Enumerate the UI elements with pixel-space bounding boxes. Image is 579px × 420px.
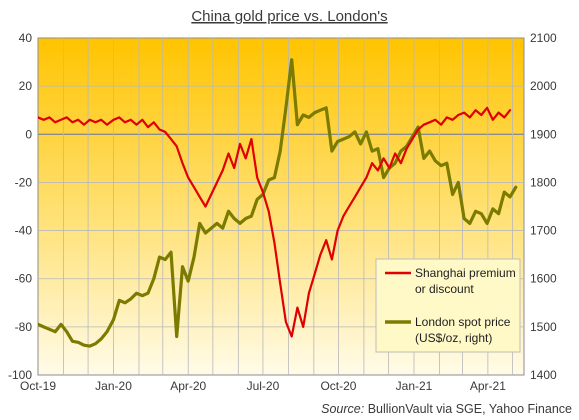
x-tick-label: Apr-21 <box>470 379 506 393</box>
source-value: BullionVault via SGE, Yahoo Finance <box>368 402 572 416</box>
source-note: Source: BullionVault via SGE, Yahoo Fina… <box>321 402 572 416</box>
legend-label-shanghai-line1: Shanghai premium <box>415 266 516 280</box>
x-axis-ticks: Oct-19 Jan-20 Apr-20 Jul-20 Oct-20 Jan-21 Apr-… <box>20 379 506 393</box>
x-tick-label: Oct-19 <box>20 379 56 393</box>
chart-title: China gold price vs. London's <box>191 8 387 25</box>
source-label: Source: <box>321 402 364 416</box>
series <box>38 58 518 348</box>
legend-label-london-line1: London spot price <box>415 315 511 329</box>
y-right-tick-label: 1900 <box>530 127 557 141</box>
y-left-tick-label: -100 <box>8 368 32 382</box>
y-right-tick-label: 2100 <box>530 31 557 45</box>
legend: Shanghai premium or discount London spot… <box>375 258 521 353</box>
y-right-tick-label: 1400 <box>530 368 557 382</box>
y-left-tick-label: 0 <box>25 127 32 141</box>
legend-label-london-line2: (US$/oz, right) <box>415 331 492 345</box>
y-right-tick-label: 1800 <box>530 175 557 189</box>
y-right-tick-label: 1500 <box>530 320 557 334</box>
x-tick-label: Oct-20 <box>320 379 356 393</box>
y-right-tick-label: 1600 <box>530 272 557 286</box>
y-left-tick-label: 40 <box>19 31 33 45</box>
series-line-shanghai <box>38 106 512 338</box>
y-left-tick-label: -40 <box>15 224 33 238</box>
legend-label-shanghai-line2: or discount <box>415 282 474 296</box>
right-axis-ticks: 2100 2000 1900 1800 1700 1600 1500 1400 <box>530 31 557 382</box>
y-right-tick-label: 1700 <box>530 224 557 238</box>
series-line-london <box>38 58 518 348</box>
x-tick-label: Apr-20 <box>170 379 206 393</box>
y-left-tick-label: 20 <box>19 79 33 93</box>
y-left-tick-label: -80 <box>15 320 33 334</box>
y-right-tick-label: 2000 <box>530 79 557 93</box>
y-left-tick-label: -20 <box>15 175 33 189</box>
x-tick-label: Jan-21 <box>396 379 433 393</box>
legend-box <box>375 258 521 353</box>
left-axis-ticks: 40 20 0 -20 -40 -60 -80 -100 <box>8 31 32 382</box>
y-left-tick-label: -60 <box>15 272 33 286</box>
x-tick-label: Jan-20 <box>95 379 132 393</box>
x-tick-label: Jul-20 <box>247 379 280 393</box>
